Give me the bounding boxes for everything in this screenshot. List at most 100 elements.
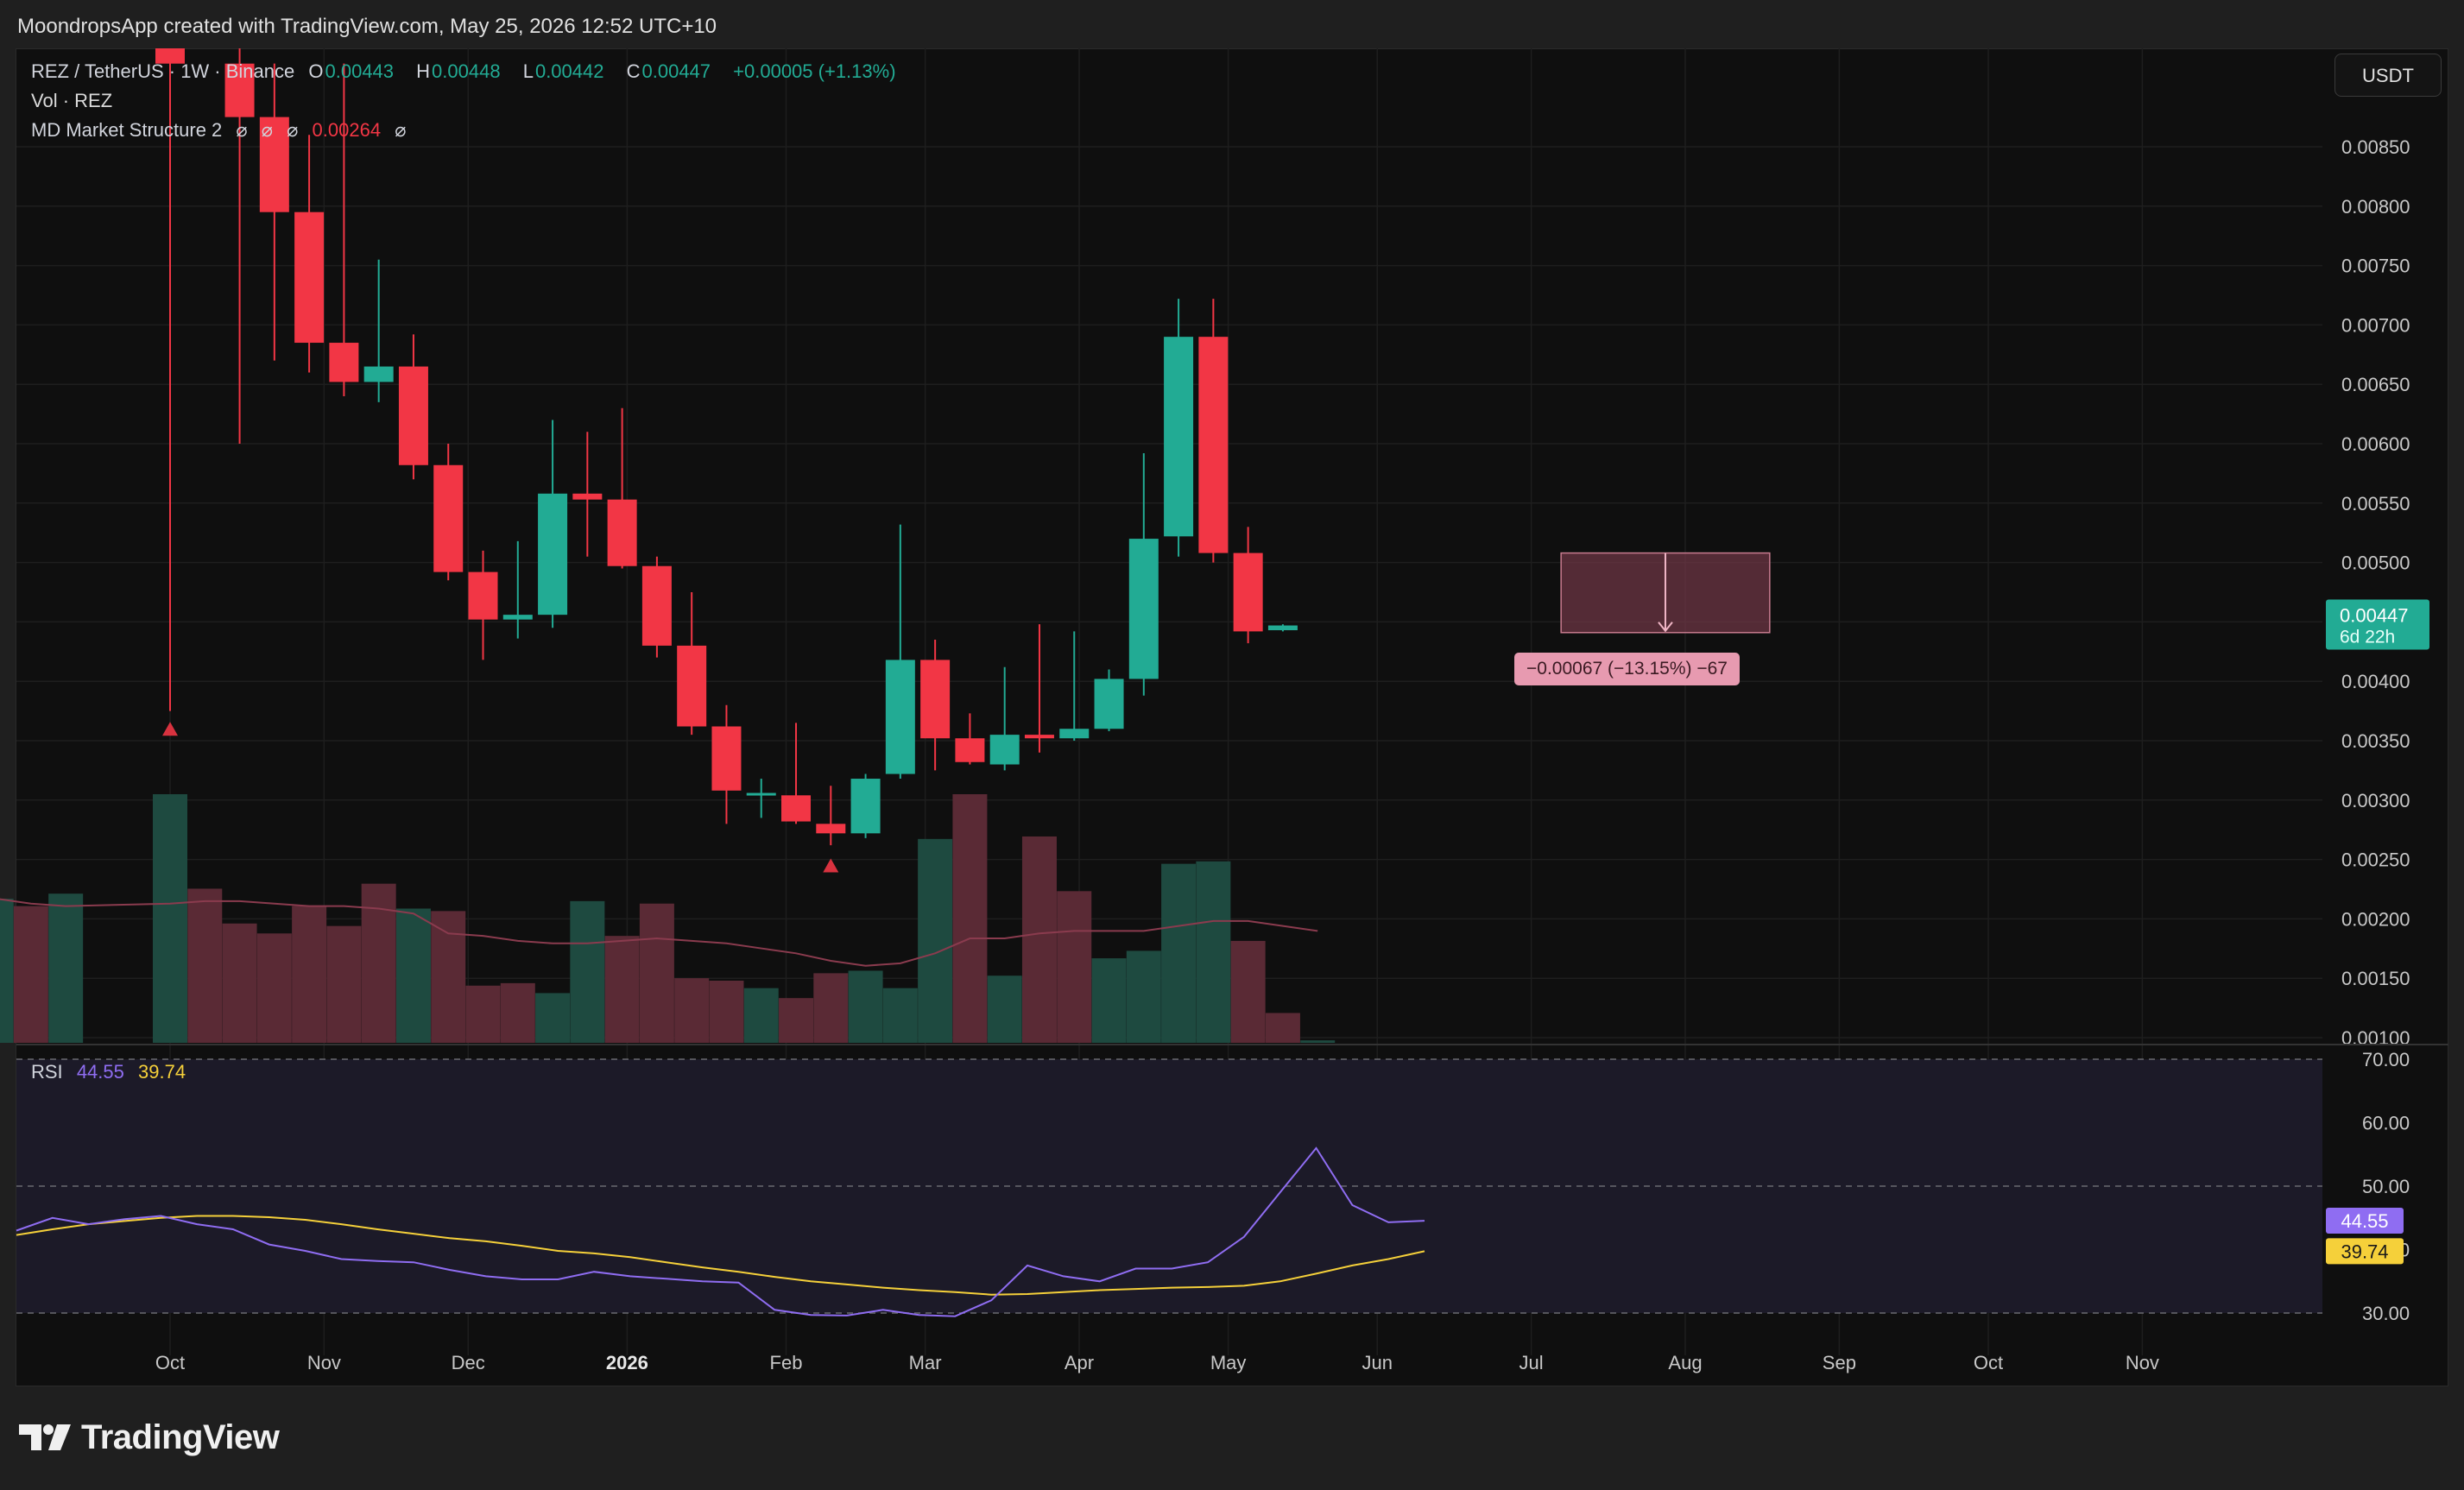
- change-value: +0.00005 (+1.13%): [733, 60, 896, 82]
- symbol-label[interactable]: REZ / TetherUS · 1W · Binance: [31, 60, 295, 82]
- price-tick-label: 0.00200: [2341, 908, 2410, 930]
- volume-bar: [709, 981, 744, 1043]
- candle-body: [1267, 625, 1298, 631]
- candle-body: [294, 212, 325, 344]
- candle: [294, 135, 325, 373]
- rsi-pane: 30.0040.0050.0060.0070.00: [16, 1049, 2410, 1324]
- candle: [677, 592, 707, 736]
- volume-bar: [1300, 1040, 1336, 1043]
- price-tag-countdown: 6d 22h: [2340, 628, 2395, 647]
- candle: [850, 773, 881, 838]
- candle-body: [746, 792, 776, 796]
- price-tick-label: 0.00700: [2341, 314, 2410, 336]
- indicator-legend[interactable]: MD Market Structure 2 ⌀ ⌀ ⌀ 0.00264 ⌀: [31, 119, 414, 142]
- time-tick-label: Oct: [155, 1352, 185, 1373]
- price-tick-label: 0.00850: [2341, 136, 2410, 158]
- time-tick-label: Dec: [452, 1352, 485, 1373]
- close-value: 0.00447: [641, 60, 711, 82]
- volume-bar: [1265, 1013, 1300, 1043]
- rsi-ma-tag: [2326, 1238, 2404, 1265]
- price-tag: [2326, 599, 2429, 650]
- rsi-label: RSI: [31, 1061, 63, 1083]
- volume-bar: [13, 906, 48, 1043]
- candle: [885, 524, 915, 780]
- ohlc-legend: REZ / TetherUS · 1W · Binance O0.00443 H…: [31, 60, 905, 83]
- candle-body: [155, 48, 185, 64]
- rsi-legend[interactable]: RSI 44.55 39.74: [31, 1061, 194, 1083]
- indicator-param-3: ⌀: [287, 119, 299, 141]
- candle: [433, 444, 464, 581]
- volume-bar: [1091, 958, 1127, 1043]
- rsi-line: [16, 1146, 1425, 1317]
- candle: [1233, 527, 1263, 644]
- volume-bar: [1196, 861, 1231, 1043]
- volume-legend[interactable]: Vol · REZ: [31, 90, 113, 111]
- candle-body: [1233, 552, 1263, 632]
- candle-body: [677, 645, 707, 727]
- rsi-tag-value: 44.55: [2341, 1210, 2388, 1232]
- candle: [1024, 624, 1054, 753]
- candle-body: [363, 366, 394, 382]
- volume-bar: [153, 794, 187, 1043]
- chart-caption: MoondropsApp created with TradingView.co…: [17, 15, 717, 38]
- candle: [1128, 453, 1159, 696]
- volume-bar: [813, 973, 849, 1043]
- candle: [1267, 624, 1298, 632]
- candle: [955, 713, 985, 765]
- price-tag-value: 0.00447: [2340, 605, 2409, 627]
- measure-arrowhead: [1658, 622, 1673, 633]
- price-tick-label: 0.00400: [2341, 671, 2410, 692]
- candle: [1094, 669, 1124, 731]
- candle: [329, 63, 359, 396]
- volume-bar: [952, 794, 988, 1043]
- price-tick-label: 0.00550: [2341, 493, 2410, 515]
- candle-body: [607, 499, 637, 566]
- candle: [1198, 299, 1229, 563]
- candle: [468, 550, 498, 660]
- candle-body: [816, 824, 846, 834]
- volume-bar: [743, 988, 779, 1043]
- indicator-param-4: ⌀: [395, 119, 407, 141]
- candle-body: [1128, 539, 1159, 679]
- indicator-name: MD Market Structure 2: [31, 119, 223, 141]
- candle: [259, 63, 289, 361]
- high-label: H: [416, 60, 431, 82]
- measure-tool: [1560, 552, 1771, 634]
- volume-bar: [1021, 836, 1057, 1043]
- candles: [155, 48, 1298, 846]
- indicator-param-1: ⌀: [236, 119, 248, 141]
- time-tick-label: Apr: [1065, 1352, 1094, 1373]
- volume-bar: [395, 908, 431, 1043]
- candle-body: [850, 779, 881, 834]
- rsi-tick-label: 30.00: [2362, 1303, 2410, 1324]
- open-label: O: [308, 60, 324, 82]
- high-value: 0.00448: [432, 60, 501, 82]
- volume-bar: [674, 978, 710, 1043]
- price-tick-label: 0.00600: [2341, 433, 2410, 455]
- volume-bar: [292, 906, 327, 1043]
- indicator-param-2: ⌀: [261, 119, 274, 141]
- volume-ma-line: [0, 898, 1318, 967]
- low-value: 0.00442: [534, 60, 604, 82]
- time-tick-label: Nov: [307, 1352, 341, 1373]
- candle: [920, 640, 951, 771]
- time-tick-label: Feb: [770, 1352, 803, 1373]
- candle-body: [538, 493, 568, 616]
- candle: [816, 786, 846, 846]
- volume-bar: [500, 982, 535, 1043]
- signal-markers: [162, 722, 839, 873]
- tradingview-logo-icon: [19, 1424, 71, 1450]
- volume-bar: [987, 975, 1022, 1043]
- rsi-tick-label: 60.00: [2362, 1113, 2410, 1134]
- tradingview-logo[interactable]: TradingView: [19, 1416, 280, 1459]
- measure-label: −0.00067 (−13.15%) −67: [1514, 653, 1740, 685]
- currency-button[interactable]: USDT: [2334, 54, 2442, 97]
- candle-body: [1094, 679, 1124, 729]
- time-tick-label: Sep: [1823, 1352, 1856, 1373]
- time-tick-label: Jun: [1362, 1352, 1393, 1373]
- price-tick-label: 0.00800: [2341, 196, 2410, 218]
- candle: [1059, 631, 1090, 741]
- candle-body: [468, 571, 498, 620]
- rsi-tick-label: 70.00: [2362, 1049, 2410, 1070]
